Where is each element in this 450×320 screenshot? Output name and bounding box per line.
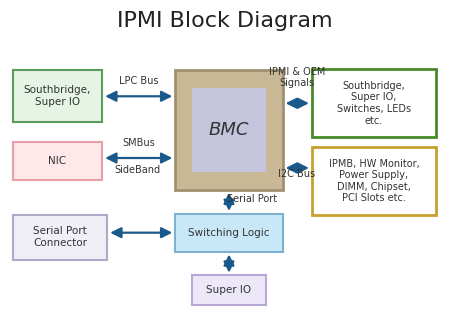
Text: LPC Bus: LPC Bus <box>118 76 158 86</box>
Text: Serial Port
Connector: Serial Port Connector <box>33 226 87 248</box>
Text: SMBus: SMBus <box>122 138 155 148</box>
Text: NIC: NIC <box>49 156 67 166</box>
Text: IPMI Block Diagram: IPMI Block Diagram <box>117 11 333 31</box>
Text: Switching Logic: Switching Logic <box>188 228 270 238</box>
FancyBboxPatch shape <box>13 215 108 260</box>
Text: Serial Port: Serial Port <box>227 194 277 204</box>
FancyBboxPatch shape <box>13 142 103 180</box>
Text: IPMI & OEM
Signals: IPMI & OEM Signals <box>269 67 325 88</box>
FancyBboxPatch shape <box>175 70 283 190</box>
FancyBboxPatch shape <box>192 276 266 305</box>
Text: Southbridge,
Super IO,
Switches, LEDs
etc.: Southbridge, Super IO, Switches, LEDs et… <box>337 81 411 126</box>
Text: BMC: BMC <box>209 121 249 139</box>
Text: SideBand: SideBand <box>114 165 161 175</box>
FancyBboxPatch shape <box>13 70 103 122</box>
FancyBboxPatch shape <box>192 88 266 172</box>
FancyBboxPatch shape <box>312 69 436 137</box>
FancyBboxPatch shape <box>312 147 436 215</box>
FancyBboxPatch shape <box>175 214 283 252</box>
Text: IPMB, HW Monitor,
Power Supply,
DIMM, Chipset,
PCI Slots etc.: IPMB, HW Monitor, Power Supply, DIMM, Ch… <box>328 158 419 203</box>
Text: Super IO: Super IO <box>207 285 252 295</box>
Text: Southbridge,
Super IO: Southbridge, Super IO <box>24 85 91 107</box>
Text: I2C Bus: I2C Bus <box>278 169 315 179</box>
